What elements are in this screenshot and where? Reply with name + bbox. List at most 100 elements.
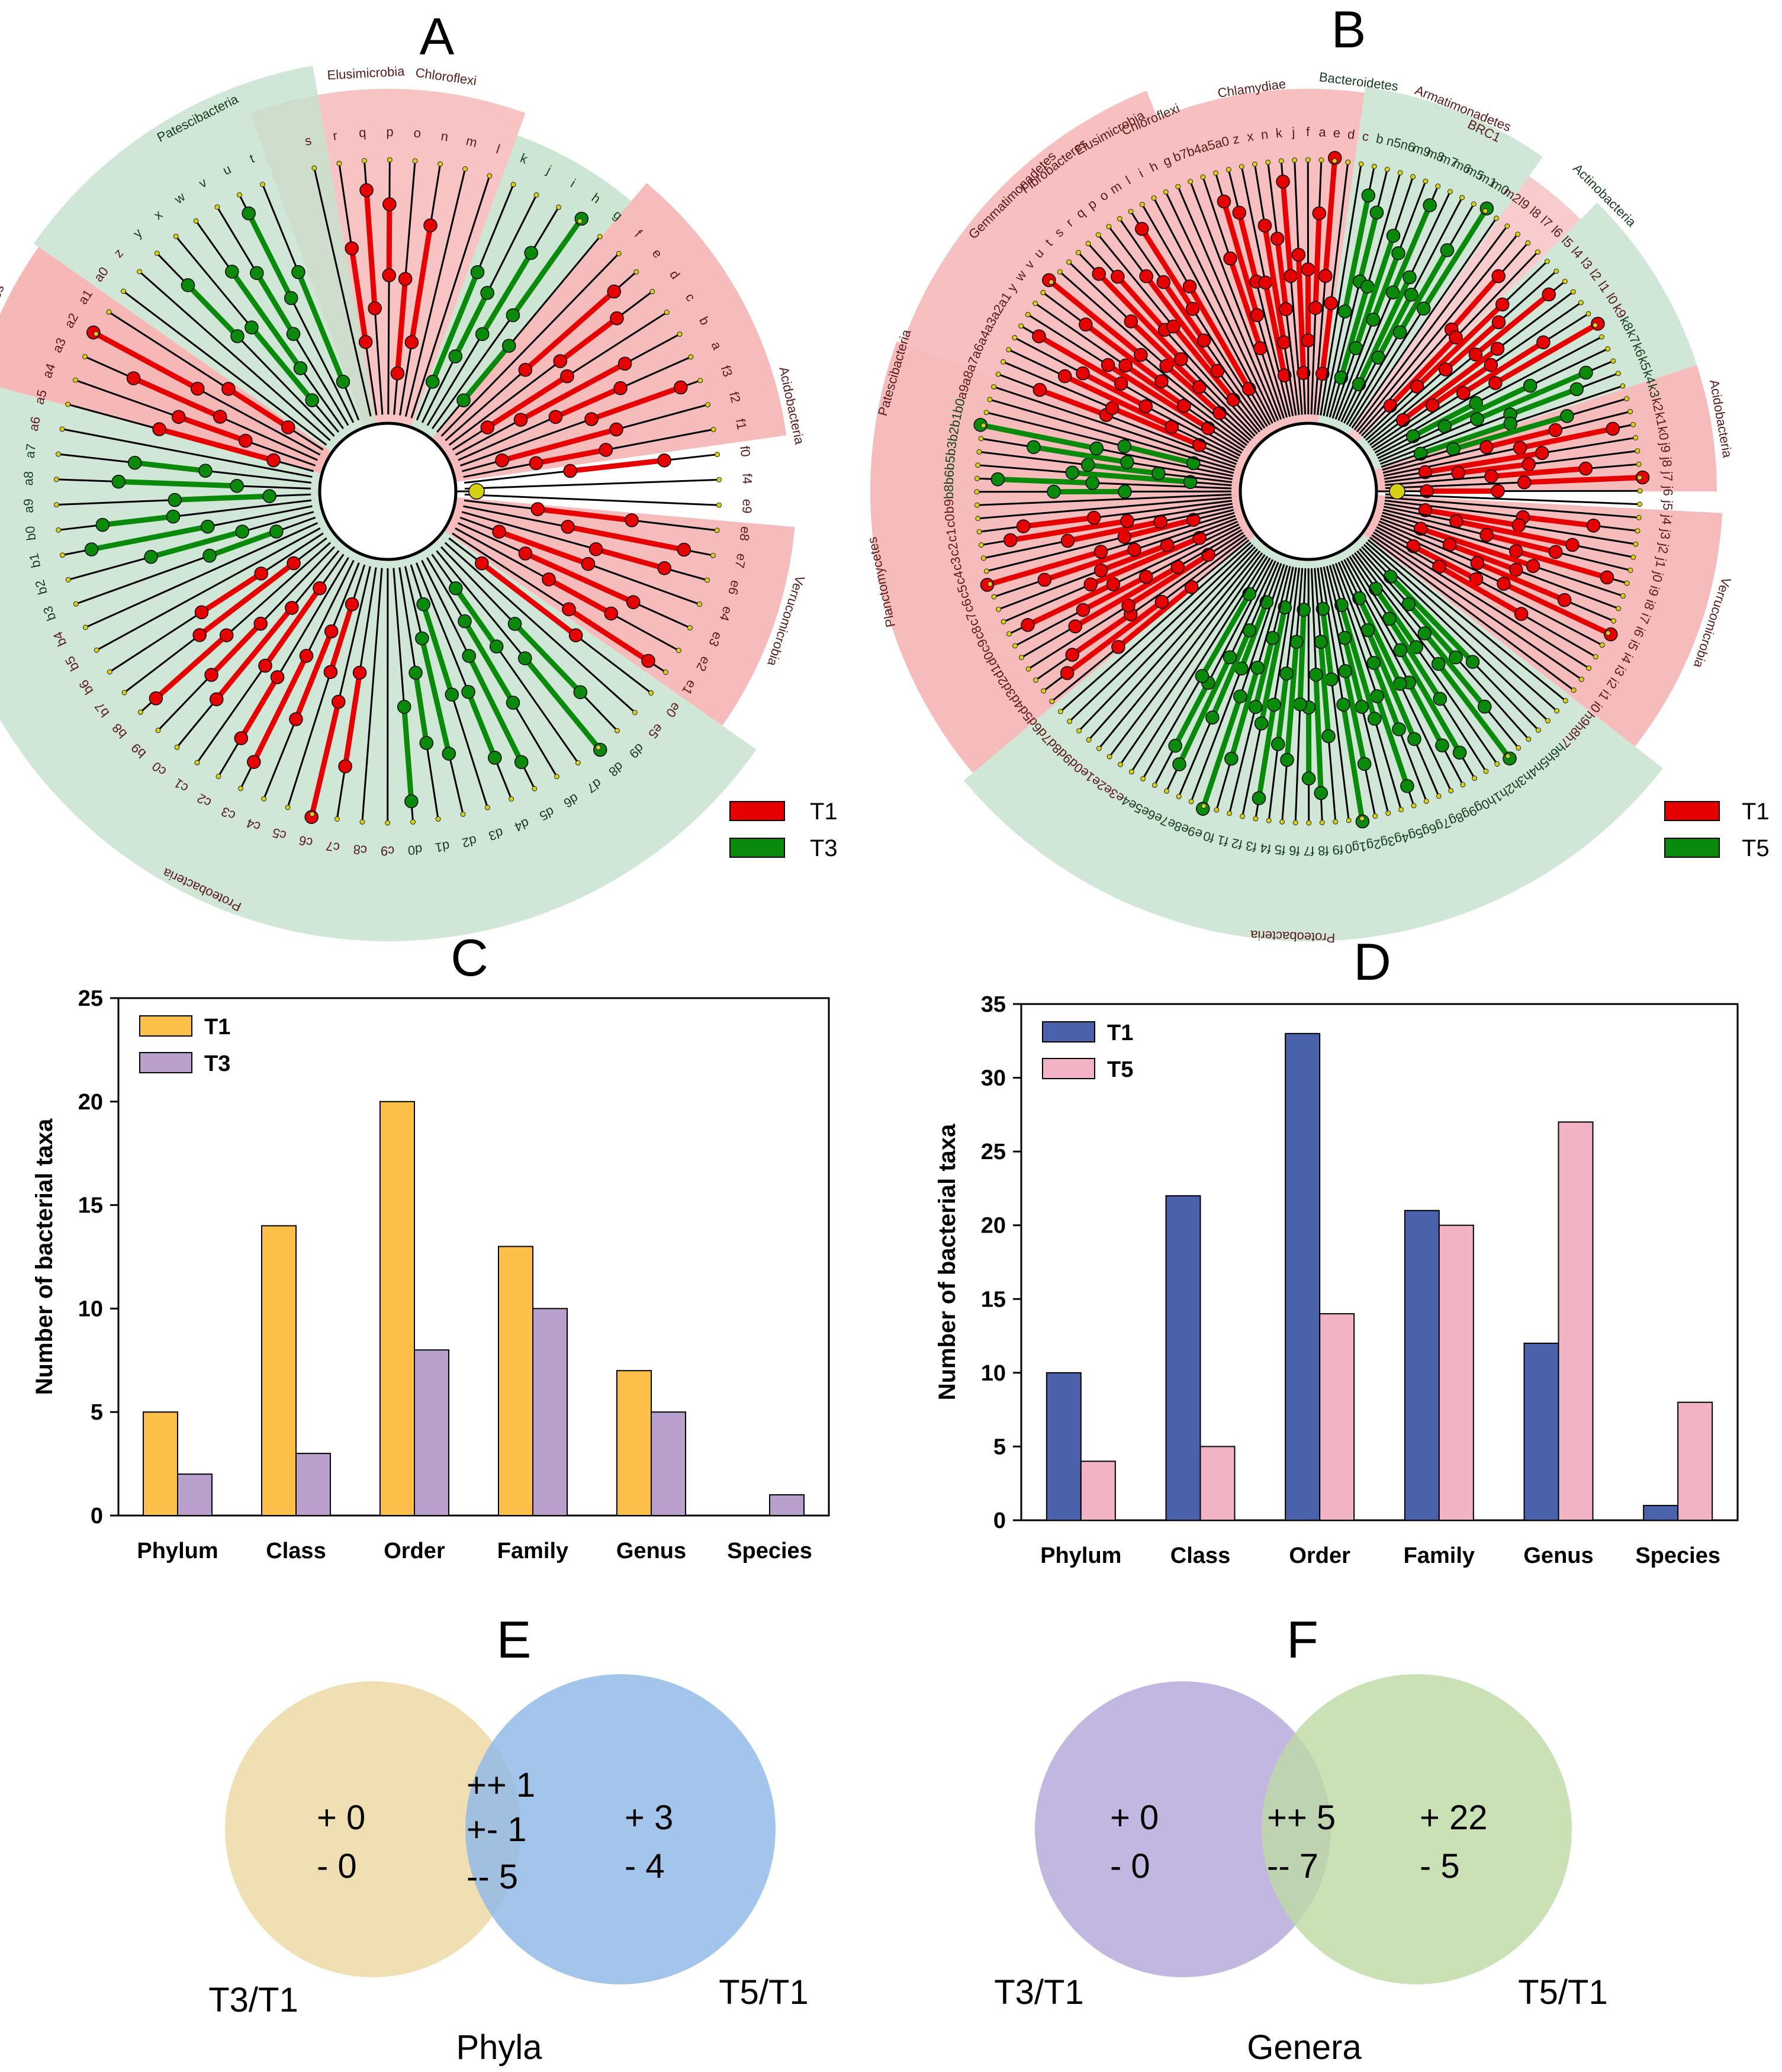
enriched-branch xyxy=(102,514,174,528)
leaf-node xyxy=(1048,279,1054,285)
node xyxy=(1495,297,1510,312)
node xyxy=(677,542,691,557)
enriched-branch xyxy=(1176,656,1233,765)
enriched-branch xyxy=(480,561,578,638)
branch xyxy=(1189,181,1282,420)
node xyxy=(390,366,405,381)
branch xyxy=(62,428,313,478)
y-axis-title: Number of bacterial taxa xyxy=(31,1118,57,1395)
node xyxy=(1440,243,1455,258)
node xyxy=(1021,617,1035,632)
plot-frame xyxy=(117,997,830,1517)
leaf-node xyxy=(976,529,982,535)
node xyxy=(1360,279,1375,294)
clade-label: c9 xyxy=(381,844,394,858)
leaf-node xyxy=(509,796,514,802)
enriched-branch xyxy=(158,426,275,463)
branch xyxy=(464,493,719,506)
clade-label: x xyxy=(1246,128,1255,144)
node xyxy=(599,443,613,457)
leaf-node xyxy=(980,423,986,429)
bar-t5-phylum xyxy=(1080,1460,1116,1521)
node xyxy=(1254,716,1269,731)
node xyxy=(1258,275,1273,290)
enriched-branch xyxy=(1284,641,1299,760)
node xyxy=(657,453,671,468)
node xyxy=(245,320,259,334)
leaf-node xyxy=(73,377,78,383)
leaf-node xyxy=(1620,383,1626,389)
node xyxy=(324,624,339,639)
node xyxy=(1395,413,1410,427)
leaf-node xyxy=(1494,761,1500,767)
legend-swatch-t5 xyxy=(1042,1058,1095,1079)
enriched-branch xyxy=(1420,526,1535,569)
bar-t1-family xyxy=(498,1246,533,1517)
leaf-node xyxy=(533,192,539,198)
node xyxy=(1479,440,1494,455)
node xyxy=(456,393,471,408)
enriched-branch xyxy=(413,672,429,744)
node xyxy=(201,519,215,534)
enriched-branch xyxy=(1084,322,1163,384)
node xyxy=(1205,710,1220,725)
clade-label: f4 xyxy=(739,473,755,484)
enriched-branch xyxy=(1144,274,1220,373)
enriched-branch xyxy=(386,204,393,276)
enriched-branch xyxy=(208,529,278,558)
enriched-branch xyxy=(1099,542,1169,573)
leaf-node xyxy=(311,165,317,171)
node xyxy=(1470,556,1485,570)
enriched-branch xyxy=(1509,387,1578,417)
leaf-node xyxy=(1139,202,1145,207)
enriched-branch xyxy=(1096,272,1183,361)
node xyxy=(1465,655,1480,669)
node xyxy=(1337,304,1352,318)
branch xyxy=(1108,552,1263,758)
node xyxy=(304,810,319,824)
x-tick-label: Class xyxy=(266,1539,326,1563)
leaf-node xyxy=(716,502,722,508)
enriched-branch xyxy=(175,493,270,503)
leaf-node xyxy=(1057,709,1063,715)
enriched-branch xyxy=(401,706,414,802)
branch xyxy=(464,478,719,490)
enriched-branch xyxy=(1387,617,1443,700)
cladogram-a: s r q p o n m lkjihgfedcbaf3f2f1f0f4e9e8e7e6e4e… xyxy=(0,64,808,942)
enriched-branch xyxy=(1295,255,1307,374)
node xyxy=(1047,484,1061,499)
enriched-branch xyxy=(1038,387,1108,418)
node xyxy=(1156,275,1171,289)
node xyxy=(990,472,1005,487)
node xyxy=(1420,484,1434,498)
enriched-branch xyxy=(230,270,303,370)
node xyxy=(553,354,567,368)
leaf-node xyxy=(462,166,468,172)
leaf-node xyxy=(1615,371,1621,377)
y-tick-label: 20 xyxy=(78,1090,103,1115)
enriched-branch xyxy=(209,622,263,677)
node xyxy=(1105,401,1120,416)
clade-label: f2 xyxy=(1230,835,1244,852)
clade-label: f6 xyxy=(1289,843,1300,858)
node xyxy=(1535,446,1549,461)
enriched-branch xyxy=(1449,274,1501,332)
leaf-node xyxy=(1633,541,1639,547)
enriched-branch xyxy=(1421,207,1490,310)
venn-e-left-circle xyxy=(225,1681,521,1977)
leaf-node xyxy=(1471,201,1477,207)
node xyxy=(1393,643,1408,658)
enriched-branch xyxy=(364,189,378,309)
panel-letter-b: B xyxy=(1331,0,1366,59)
node xyxy=(398,272,413,286)
enriched-branch xyxy=(1228,667,1260,760)
enriched-branch xyxy=(1033,444,1128,465)
node xyxy=(338,759,352,774)
venn-f-left-label: T3/T1 xyxy=(994,1973,1084,2012)
enriched-branch xyxy=(1486,532,1556,555)
enriched-branch xyxy=(134,460,206,474)
enriched-branch xyxy=(239,675,280,740)
node xyxy=(1511,518,1526,533)
node xyxy=(293,361,308,375)
leaf-node xyxy=(1459,195,1465,201)
